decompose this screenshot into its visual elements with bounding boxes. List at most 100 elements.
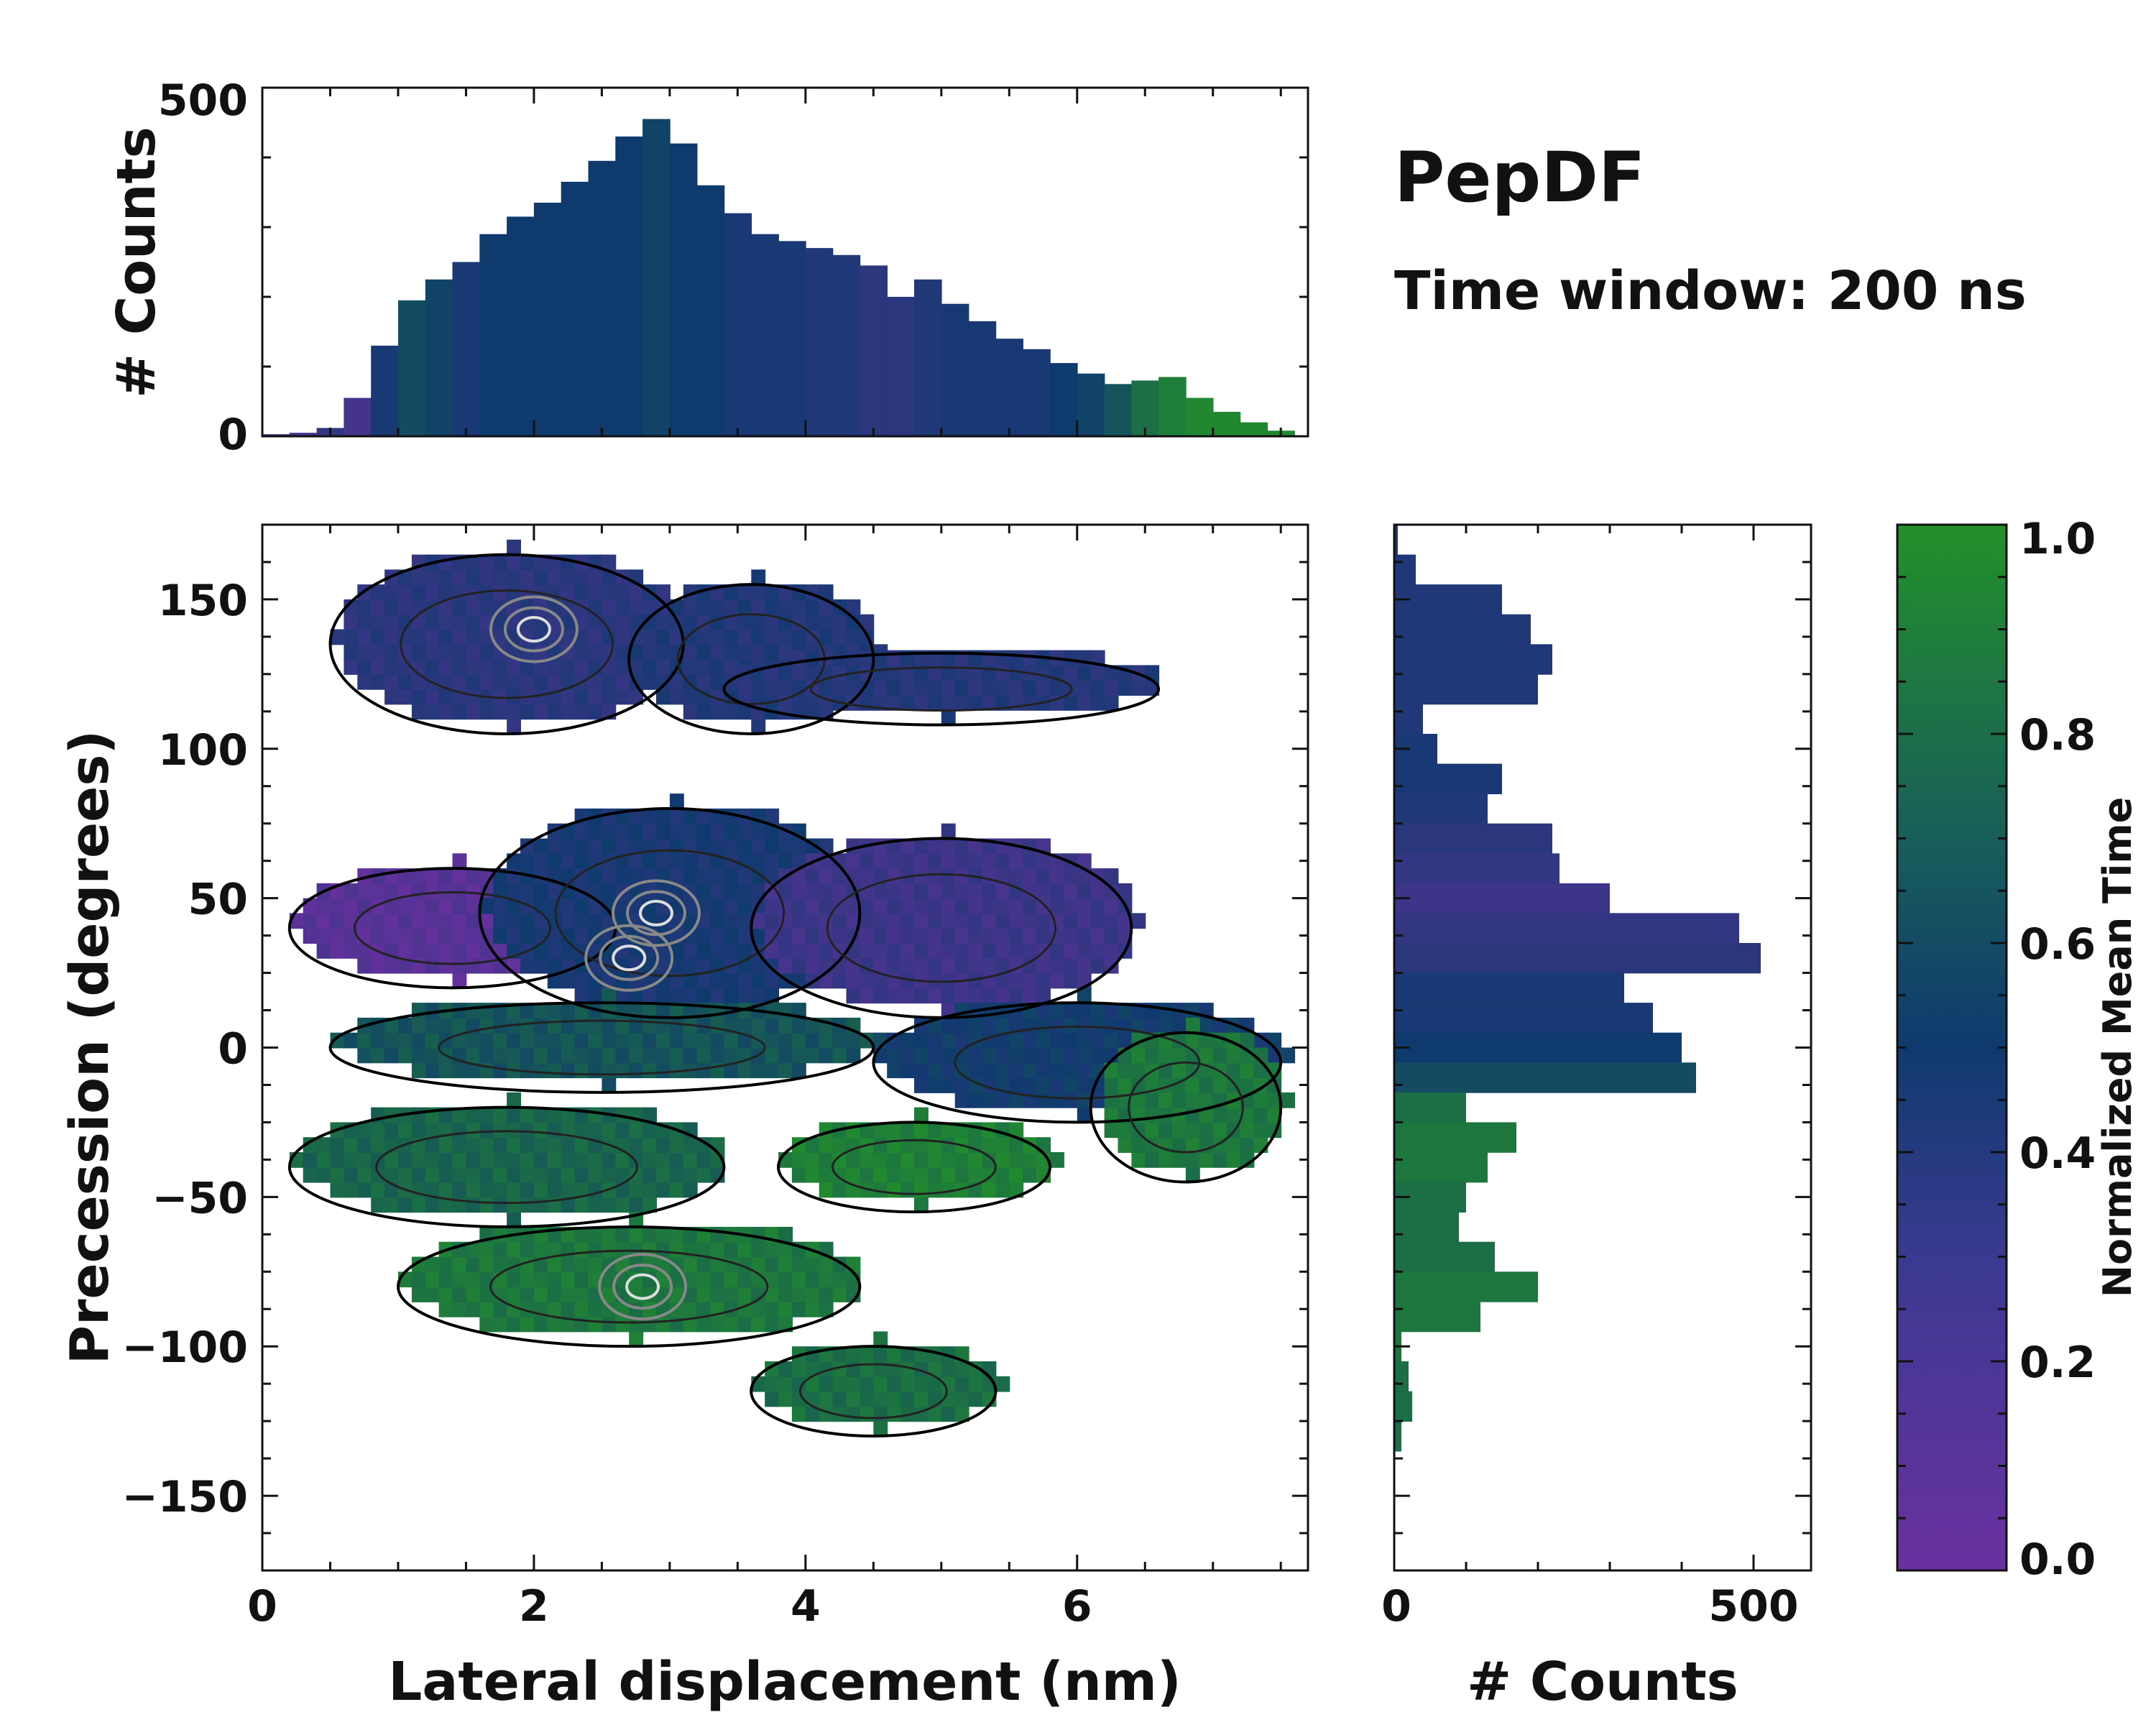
heatmap-cell (520, 1301, 535, 1317)
heatmap-cell (900, 1391, 915, 1407)
top-histogram-bar (1023, 349, 1051, 437)
heatmap-cell (669, 673, 684, 690)
heatmap-cell (1104, 898, 1119, 914)
heatmap-cell (927, 1406, 942, 1422)
heatmap-cell (751, 883, 766, 899)
heatmap-cell (466, 704, 481, 720)
heatmap-cell (479, 644, 494, 661)
right-histogram-bar (1394, 823, 1552, 855)
heatmap-cell (819, 1301, 834, 1317)
heatmap-cell (466, 1107, 481, 1123)
heatmap-cell (398, 957, 413, 974)
heatmap-cell (561, 838, 576, 855)
heatmap-cell (533, 1197, 548, 1213)
heatmap-cell (507, 719, 521, 735)
heatmap-cell (791, 913, 806, 929)
heatmap-cell (507, 659, 521, 675)
heatmap-cell (357, 1047, 372, 1064)
heatmap-cell (1104, 1107, 1119, 1123)
heatmap-cell (493, 569, 508, 586)
heatmap-cell (765, 1376, 780, 1392)
heatmap-cell (819, 898, 834, 914)
heatmap-cell (914, 943, 929, 959)
heatmap-cell (384, 599, 399, 615)
heatmap-cell (954, 928, 969, 944)
heatmap-cell (778, 599, 793, 615)
heatmap-cell (1240, 1062, 1255, 1079)
heatmap-cell (384, 1152, 399, 1168)
heatmap-cell (914, 1376, 929, 1392)
heatmap-cell (778, 1241, 793, 1258)
heatmap-cell (1199, 1107, 1214, 1123)
heatmap-cell (669, 1226, 684, 1243)
heatmap-cell (900, 1376, 915, 1392)
heatmap-cell (602, 838, 617, 855)
heatmap-cell (1185, 1017, 1200, 1034)
contour-outer (396, 1225, 862, 1348)
heatmap-cell (452, 898, 467, 914)
heatmap-cell (995, 1047, 1010, 1064)
heatmap-cell (737, 614, 752, 630)
heatmap-cell (316, 1137, 331, 1153)
heatmap-cell (615, 898, 630, 914)
heatmap-cell (588, 913, 603, 929)
heatmap-cell (791, 1062, 806, 1079)
heatmap-cell (941, 665, 956, 681)
heatmap-cell (533, 1047, 548, 1064)
heatmap-cell (656, 1017, 671, 1034)
heatmap-cell (737, 972, 752, 989)
heatmap-cell (330, 629, 345, 645)
heatmap-cell (751, 1316, 766, 1333)
heatmap-cell (411, 1047, 426, 1064)
heatmap-cell (1131, 1017, 1146, 1034)
heatmap-cell (588, 853, 603, 870)
heatmap-cell (656, 1241, 671, 1258)
heatmap-cell (466, 1182, 481, 1198)
heatmap-cell (914, 1391, 929, 1407)
heatmap-cell (914, 988, 929, 1004)
heatmap-cell (588, 673, 603, 690)
heatmap-cell (574, 928, 589, 944)
heatmap-cell (344, 599, 359, 615)
heatmap-cell (316, 1152, 331, 1168)
heatmap-region (398, 1212, 861, 1348)
heatmap-cell (574, 868, 589, 884)
top-histogram-bar (1212, 412, 1241, 436)
heatmap-cell (669, 1017, 684, 1034)
heatmap-cell (724, 1241, 739, 1258)
heatmap-cell (561, 868, 576, 884)
heatmap-cell (452, 1301, 467, 1317)
heatmap-cell (737, 883, 752, 899)
heatmap-cell (411, 1062, 426, 1079)
heatmap-cell (507, 569, 521, 586)
heatmap-cell (411, 1017, 426, 1034)
right-histogram-bar (1394, 1032, 1682, 1064)
heatmap-cell (683, 972, 698, 989)
heatmap-cell (860, 943, 875, 959)
heatmap-cell (371, 883, 386, 899)
heatmap-cell (696, 659, 711, 675)
heatmap-cell (344, 1137, 359, 1153)
heatmap-cell (995, 1062, 1010, 1079)
heatmap-cell (493, 957, 508, 974)
heatmap-cell (1185, 1077, 1200, 1093)
heatmap-cell (765, 599, 780, 615)
heatmap-cell (547, 704, 562, 720)
heatmap-cell (1063, 868, 1078, 884)
heatmap-cell (344, 943, 359, 959)
heatmap-cell (1104, 695, 1119, 711)
heatmap-cell (751, 957, 766, 974)
heatmap-cell (846, 680, 861, 696)
heatmap-cell (968, 853, 983, 870)
heatmap-cell (846, 695, 861, 711)
heatmap-cell (710, 1241, 725, 1258)
heatmap-cell (588, 1047, 603, 1064)
heatmap-cell (384, 614, 399, 630)
heatmap-cell (724, 883, 739, 899)
heatmap-cell (805, 1361, 820, 1377)
heatmap-cell (778, 665, 793, 681)
top-histogram-bar (1131, 380, 1159, 436)
heatmap-cell (1077, 695, 1092, 711)
heatmap-cell (805, 928, 820, 944)
heatmap-cell (900, 1047, 915, 1064)
